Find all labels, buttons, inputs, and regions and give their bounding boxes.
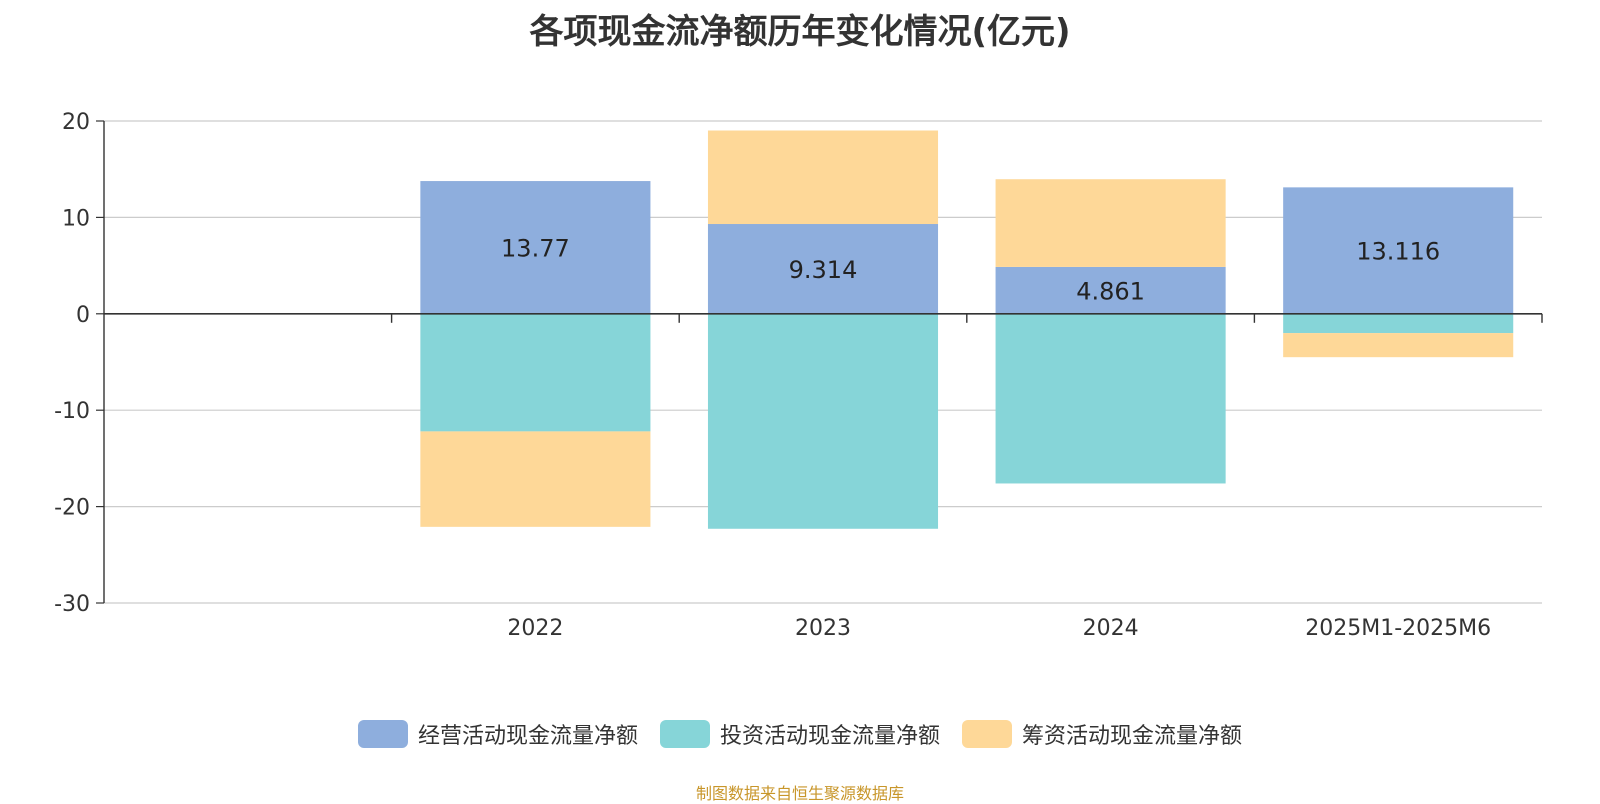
legend-label: 筹资活动现金流量净额 (1022, 724, 1243, 749)
legend-item[interactable]: 筹资活动现金流量净额 (962, 718, 1242, 750)
y-tick-label: 0 (76, 303, 90, 328)
legend-item[interactable]: 投资活动现金流量净额 (659, 718, 940, 750)
y-tick-label: -10 (54, 399, 90, 424)
data-label: 13.116 (1356, 238, 1440, 266)
bar-3 (420, 431, 651, 527)
data-label: 4.861 (1076, 277, 1145, 305)
x-tick-label: 2022 (507, 616, 563, 641)
bar-2 (420, 313, 651, 432)
legend-label: 经营活动现金流量净额 (417, 724, 638, 749)
legend-label: 投资活动现金流量净额 (719, 724, 940, 749)
x-tick-label: 2023 (795, 616, 851, 641)
legend-swatch (962, 720, 1012, 748)
bar-1 (420, 181, 651, 314)
bar-1 (1283, 187, 1514, 314)
bar-1 (707, 224, 939, 314)
x-tick-label: 2024 (1083, 616, 1139, 641)
legend-swatch (357, 720, 408, 748)
legend: 经营活动现金流量净额 投资活动现金流量净额 筹资活动现金流量净额 (0, 718, 1600, 750)
bar-2 (707, 313, 939, 529)
bar-1 (995, 266, 1226, 314)
bar-3 (1283, 333, 1514, 358)
chart-title: 各项现金流净额历年变化情况(亿元) (529, 12, 1071, 52)
y-tick-label: 10 (62, 206, 90, 231)
x-tick-label: 2025M1-2025M6 (1305, 616, 1491, 641)
bar-2 (995, 313, 1226, 484)
y-tick-label: -20 (54, 496, 90, 521)
source-note: 制图数据来自恒生聚源数据库 (695, 784, 904, 803)
bar-3 (707, 130, 939, 225)
legend-item[interactable]: 经营活动现金流量净额 (357, 718, 638, 750)
chart-plot: 20 10 0 -10 -20 -30 13.77 9.314 4.861 13.116 2022 2… (54, 110, 1543, 641)
y-tick-label: -30 (54, 592, 90, 617)
bar-3 (995, 179, 1226, 267)
y-tick-label: 20 (62, 110, 90, 135)
legend-swatch (659, 720, 710, 748)
bar-2 (1283, 313, 1514, 334)
data-label: 9.314 (789, 256, 858, 284)
data-label: 13.77 (501, 234, 570, 262)
